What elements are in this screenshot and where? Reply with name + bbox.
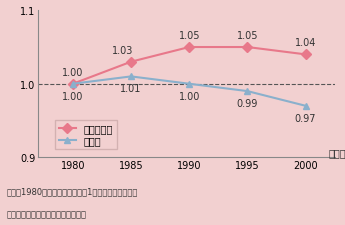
Line: 地方圈: 地方圈 [69, 74, 309, 110]
Text: 1.01: 1.01 [120, 84, 142, 94]
三大都市圈 [304, 54, 308, 56]
Legend: 三大都市圈, 地方圈: 三大都市圈, 地方圈 [55, 120, 117, 150]
Text: 0.99: 0.99 [237, 99, 258, 108]
Text: 資料）総務省「国勢調査」より作成: 資料）総務省「国勢調査」より作成 [7, 209, 87, 218]
三大都市圈 [187, 46, 191, 49]
地方圈 [304, 105, 308, 108]
Text: 1.05: 1.05 [178, 31, 200, 41]
Text: （注）1980年における世帯数を1と指数化している。: （注）1980年における世帯数を1と指数化している。 [7, 187, 138, 196]
Text: 1.00: 1.00 [62, 68, 83, 77]
地方圈 [187, 83, 191, 86]
Text: 0.97: 0.97 [295, 113, 316, 123]
地方圈 [129, 76, 133, 78]
地方圈 [245, 90, 249, 93]
Text: 1.03: 1.03 [112, 46, 134, 56]
三大都市圈 [129, 61, 133, 64]
Text: （年）: （年） [329, 148, 345, 157]
地方圈 [71, 83, 75, 86]
Text: 1.00: 1.00 [62, 91, 83, 101]
Text: 1.00: 1.00 [178, 91, 200, 101]
Line: 三大都市圈: 三大都市圈 [69, 44, 309, 88]
Text: 1.04: 1.04 [295, 38, 316, 48]
Text: 1.05: 1.05 [237, 31, 258, 41]
三大都市圈 [245, 46, 249, 49]
三大都市圈 [71, 83, 75, 86]
